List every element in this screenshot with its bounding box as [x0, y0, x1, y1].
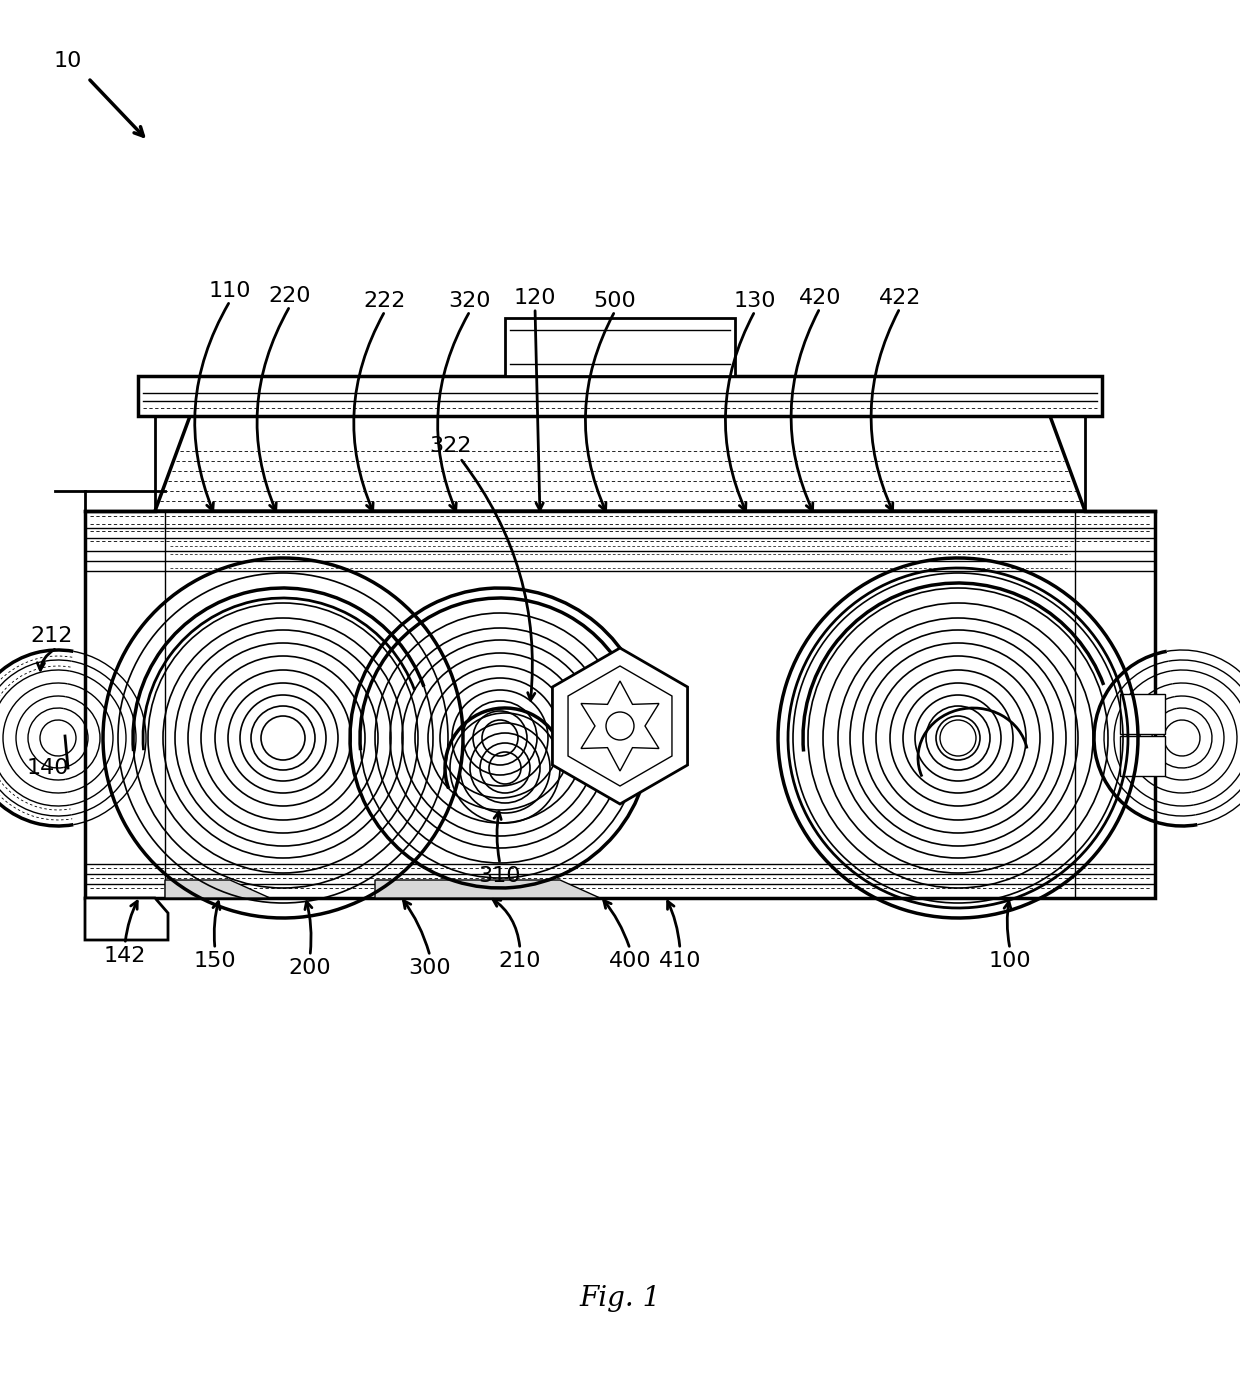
Text: 130: 130: [734, 291, 776, 310]
Text: 310: 310: [479, 866, 521, 886]
Text: Fig. 1: Fig. 1: [579, 1285, 661, 1311]
Text: 322: 322: [429, 437, 471, 456]
Text: 222: 222: [363, 291, 407, 310]
Text: 500: 500: [594, 291, 636, 310]
Bar: [138, 376, 1102, 416]
Bar: [1120, 694, 1166, 735]
Text: 320: 320: [449, 291, 491, 310]
Text: 212: 212: [31, 626, 73, 646]
Polygon shape: [553, 649, 687, 804]
Text: 120: 120: [513, 288, 557, 308]
Text: 300: 300: [409, 958, 451, 979]
Polygon shape: [165, 880, 270, 898]
Bar: [1120, 736, 1166, 776]
Text: 110: 110: [208, 281, 252, 301]
Text: 200: 200: [289, 958, 331, 979]
Text: 140: 140: [27, 758, 69, 778]
Text: 220: 220: [269, 286, 311, 306]
Text: 10: 10: [53, 51, 82, 71]
Text: 410: 410: [658, 951, 702, 972]
Text: 210: 210: [498, 951, 541, 972]
Polygon shape: [374, 880, 600, 898]
Bar: [86, 511, 1154, 898]
Bar: [505, 317, 735, 376]
Text: 422: 422: [879, 288, 921, 308]
Text: 100: 100: [988, 951, 1032, 972]
Polygon shape: [86, 898, 167, 940]
Text: 400: 400: [609, 951, 651, 972]
Polygon shape: [155, 416, 1085, 511]
Text: 420: 420: [799, 288, 841, 308]
Text: 150: 150: [193, 951, 237, 972]
Text: 142: 142: [104, 947, 146, 966]
